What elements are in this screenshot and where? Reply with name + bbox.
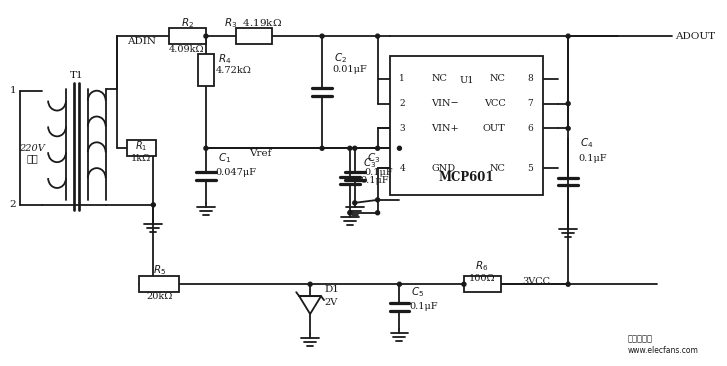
Bar [169, 28, 206, 44]
Circle shape [204, 34, 208, 38]
Text: $R_3$  4.19kΩ: $R_3$ 4.19kΩ [225, 16, 283, 30]
Text: 0.1μF: 0.1μF [365, 168, 393, 176]
Text: 0.1μF: 0.1μF [361, 176, 390, 184]
Text: 3: 3 [399, 124, 405, 133]
Text: $R_1$: $R_1$ [135, 139, 148, 153]
Bar [236, 28, 273, 44]
Polygon shape [300, 296, 321, 314]
Text: GND: GND [431, 164, 455, 173]
Text: 电子发烧友: 电子发烧友 [627, 334, 653, 343]
Circle shape [320, 146, 324, 150]
Text: $C_3$: $C_3$ [363, 156, 376, 170]
Text: $R_5$: $R_5$ [153, 264, 166, 277]
Text: 1: 1 [399, 74, 405, 83]
Circle shape [376, 211, 379, 215]
Circle shape [320, 34, 324, 38]
Circle shape [566, 102, 570, 106]
Text: 6: 6 [528, 124, 534, 133]
Text: www.elecfans.com: www.elecfans.com [627, 346, 699, 355]
Circle shape [348, 146, 352, 150]
Circle shape [151, 203, 156, 207]
Circle shape [566, 126, 570, 130]
Text: NC: NC [490, 74, 505, 83]
Text: 交流: 交流 [26, 154, 38, 163]
Text: 5: 5 [528, 164, 534, 173]
Text: 2V: 2V [324, 298, 337, 307]
Text: 2: 2 [9, 200, 17, 209]
Text: 220V: 220V [20, 144, 45, 153]
Text: 4: 4 [399, 164, 405, 173]
Text: Vref: Vref [249, 149, 272, 158]
Text: VIN+: VIN+ [431, 124, 459, 133]
Text: ADIN: ADIN [127, 37, 156, 46]
Text: $C_5$: $C_5$ [411, 285, 425, 299]
Text: $C_4$: $C_4$ [580, 137, 593, 150]
Text: D1: D1 [324, 285, 339, 294]
Text: T1: T1 [70, 71, 84, 80]
Text: 4.09kΩ: 4.09kΩ [169, 45, 205, 53]
Text: $R_2$: $R_2$ [180, 16, 193, 30]
Text: VCC: VCC [484, 99, 505, 108]
Bar [126, 140, 156, 156]
Text: 1kΩ: 1kΩ [132, 154, 151, 163]
Circle shape [353, 146, 357, 150]
Circle shape [566, 34, 570, 38]
Text: NC: NC [431, 74, 447, 83]
Text: MCP601: MCP601 [438, 171, 494, 183]
Text: 3VCC: 3VCC [523, 277, 550, 286]
Text: $C_1$: $C_1$ [218, 151, 231, 165]
Circle shape [398, 282, 401, 286]
Text: 4.72kΩ: 4.72kΩ [216, 66, 252, 75]
Text: 0.047μF: 0.047μF [216, 168, 257, 176]
Text: 0.1μF: 0.1μF [409, 302, 438, 311]
Text: 2: 2 [399, 99, 405, 108]
Bar [198, 54, 214, 86]
Text: OUT: OUT [483, 124, 505, 133]
Circle shape [398, 146, 401, 150]
Bar [390, 56, 543, 195]
Text: $R_4$: $R_4$ [218, 52, 231, 66]
Circle shape [204, 146, 208, 150]
Bar [140, 276, 179, 292]
Text: $C_2$: $C_2$ [334, 51, 347, 65]
Circle shape [376, 34, 379, 38]
Text: 0.01μF: 0.01μF [332, 66, 366, 74]
Text: 0.1μF: 0.1μF [578, 154, 607, 163]
Text: ADOUT: ADOUT [675, 31, 715, 41]
Text: 100Ω: 100Ω [468, 274, 495, 283]
Text: NC: NC [490, 164, 505, 173]
Circle shape [376, 146, 379, 150]
Circle shape [353, 201, 357, 205]
Text: 7: 7 [528, 99, 534, 108]
Text: 8: 8 [528, 74, 534, 83]
Text: 1: 1 [9, 86, 17, 95]
Bar [464, 276, 501, 292]
Text: $R_6$: $R_6$ [475, 259, 489, 273]
Circle shape [566, 282, 570, 286]
Text: U1: U1 [459, 76, 474, 85]
Text: $C_3$: $C_3$ [366, 151, 380, 165]
Circle shape [462, 282, 466, 286]
Circle shape [376, 198, 379, 202]
Circle shape [308, 282, 312, 286]
Circle shape [348, 211, 352, 215]
Text: VIN−: VIN− [431, 99, 459, 108]
Text: 20kΩ: 20kΩ [146, 292, 172, 300]
